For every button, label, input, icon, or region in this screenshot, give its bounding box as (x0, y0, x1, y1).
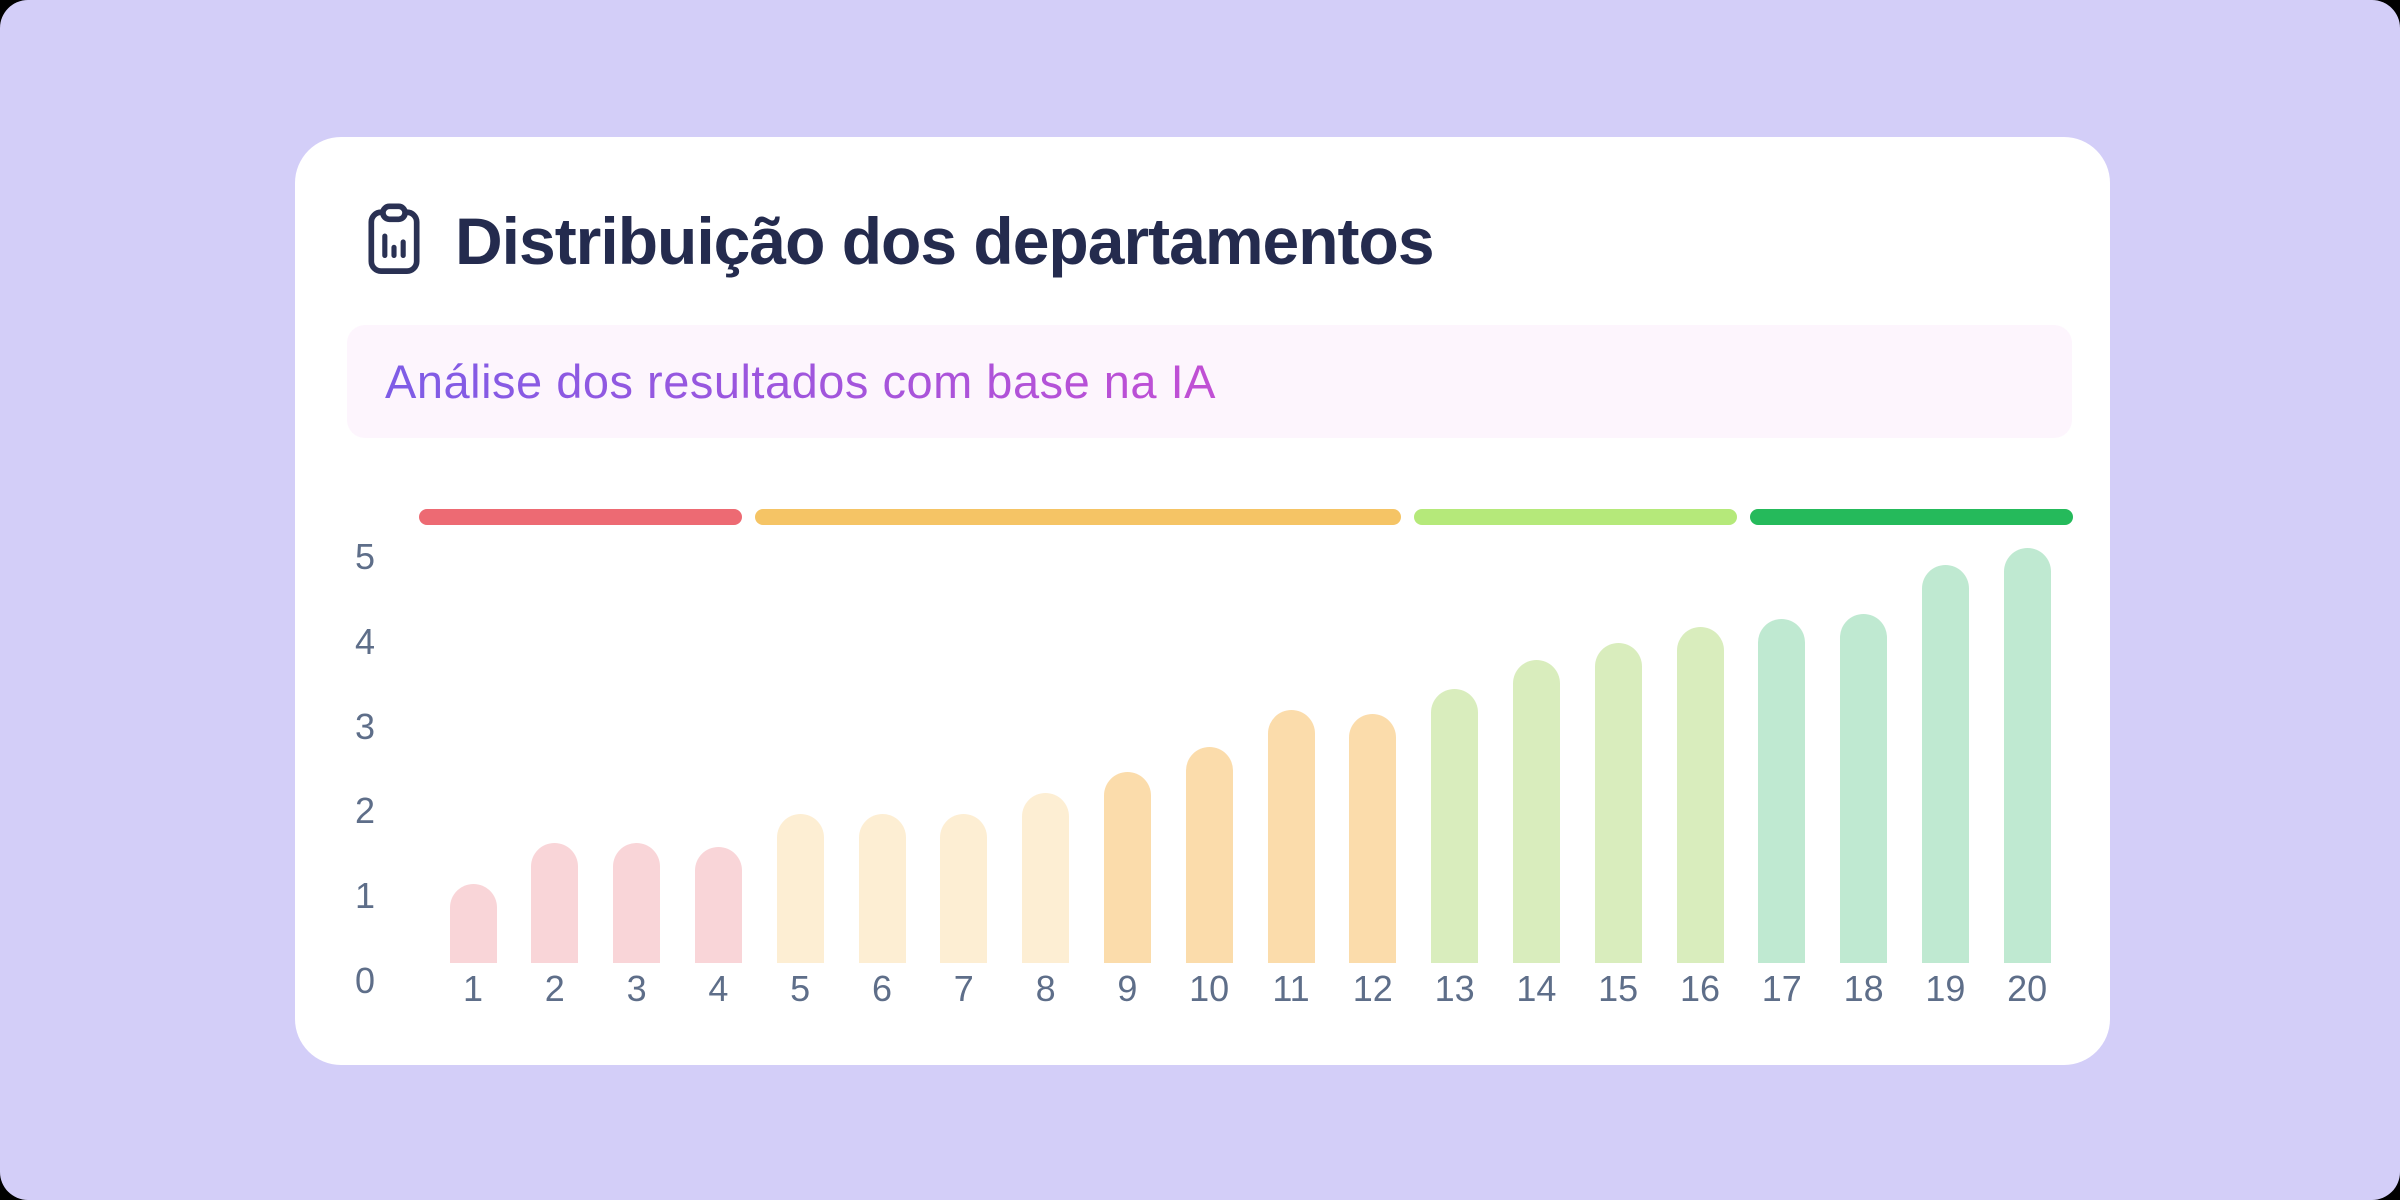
bar-11 (1267, 710, 1315, 963)
x-tick-label-10: 10 (1189, 968, 1230, 1009)
x-tick-label-1: 1 (462, 968, 484, 1009)
y-tick-label-0: 0 (354, 960, 375, 1001)
x-tick-label-20: 20 (2007, 968, 2048, 1009)
chart-card: Distribuição dos departamentos Análise d… (295, 137, 2110, 1065)
x-tick-label-11: 11 (1272, 968, 1310, 1009)
x-tick-label-16: 16 (1679, 968, 1721, 1009)
y-tick-label-4: 4 (354, 620, 375, 662)
y-tick-label-3: 3 (354, 705, 375, 747)
clipboard-chart-icon (367, 202, 421, 281)
x-tick-label-3: 3 (626, 968, 647, 1009)
card-title: Distribuição dos departamentos (455, 204, 1435, 278)
bar-6 (858, 814, 906, 963)
bar-13 (1431, 689, 1479, 963)
x-tick-label-17: 17 (1761, 968, 1802, 1009)
y-tick-label-2: 2 (354, 790, 375, 832)
bar-17 (1758, 619, 1806, 963)
segment-amber (755, 509, 1401, 525)
bar-8 (1022, 793, 1070, 963)
x-tick-label-6: 6 (871, 968, 893, 1009)
x-tick-label-9: 9 (1117, 968, 1138, 1009)
bar-4 (694, 847, 742, 963)
x-tick-label-8: 8 (1035, 968, 1056, 1009)
bar-15 (1594, 643, 1642, 963)
segment-red (419, 509, 742, 525)
segment-light-green (1414, 509, 1737, 525)
x-tick-label-4: 4 (708, 968, 729, 1009)
bar-14 (1512, 660, 1560, 963)
segment-green (1750, 509, 2073, 525)
x-tick-label-7: 7 (953, 968, 974, 1009)
bar-7 (940, 814, 988, 963)
x-tick-label-18: 18 (1843, 968, 1884, 1009)
bar-2 (531, 843, 579, 963)
bar-16 (1676, 627, 1724, 963)
bar-18 (1840, 614, 1888, 963)
x-tick-label-15: 15 (1598, 968, 1639, 1009)
subtitle-text: Análise dos resultados com base na IA (385, 355, 1217, 408)
bar-1 (449, 884, 497, 963)
y-tick-label-5: 5 (354, 536, 375, 577)
bar-5 (776, 814, 824, 963)
bar-20 (2003, 548, 2051, 963)
card-header: Distribuição dos departamentos (367, 201, 1435, 281)
x-tick-label-12: 12 (1352, 968, 1393, 1009)
bar-9 (1103, 772, 1151, 963)
x-tick-label-19: 19 (1925, 968, 1966, 1009)
bar-3 (613, 843, 661, 963)
x-tick-label-14: 14 (1516, 968, 1557, 1009)
range-segments-row (419, 509, 2073, 525)
x-tick-label-2: 2 (544, 968, 565, 1009)
bar-10 (1185, 747, 1233, 963)
bar-12 (1349, 714, 1397, 963)
y-tick-label-1: 1 (354, 875, 375, 917)
bar-19 (1921, 565, 1969, 963)
x-tick-label-13: 13 (1434, 968, 1475, 1009)
subtitle-banner: Análise dos resultados com base na IA (347, 325, 2072, 438)
x-tick-label-5: 5 (790, 968, 811, 1009)
